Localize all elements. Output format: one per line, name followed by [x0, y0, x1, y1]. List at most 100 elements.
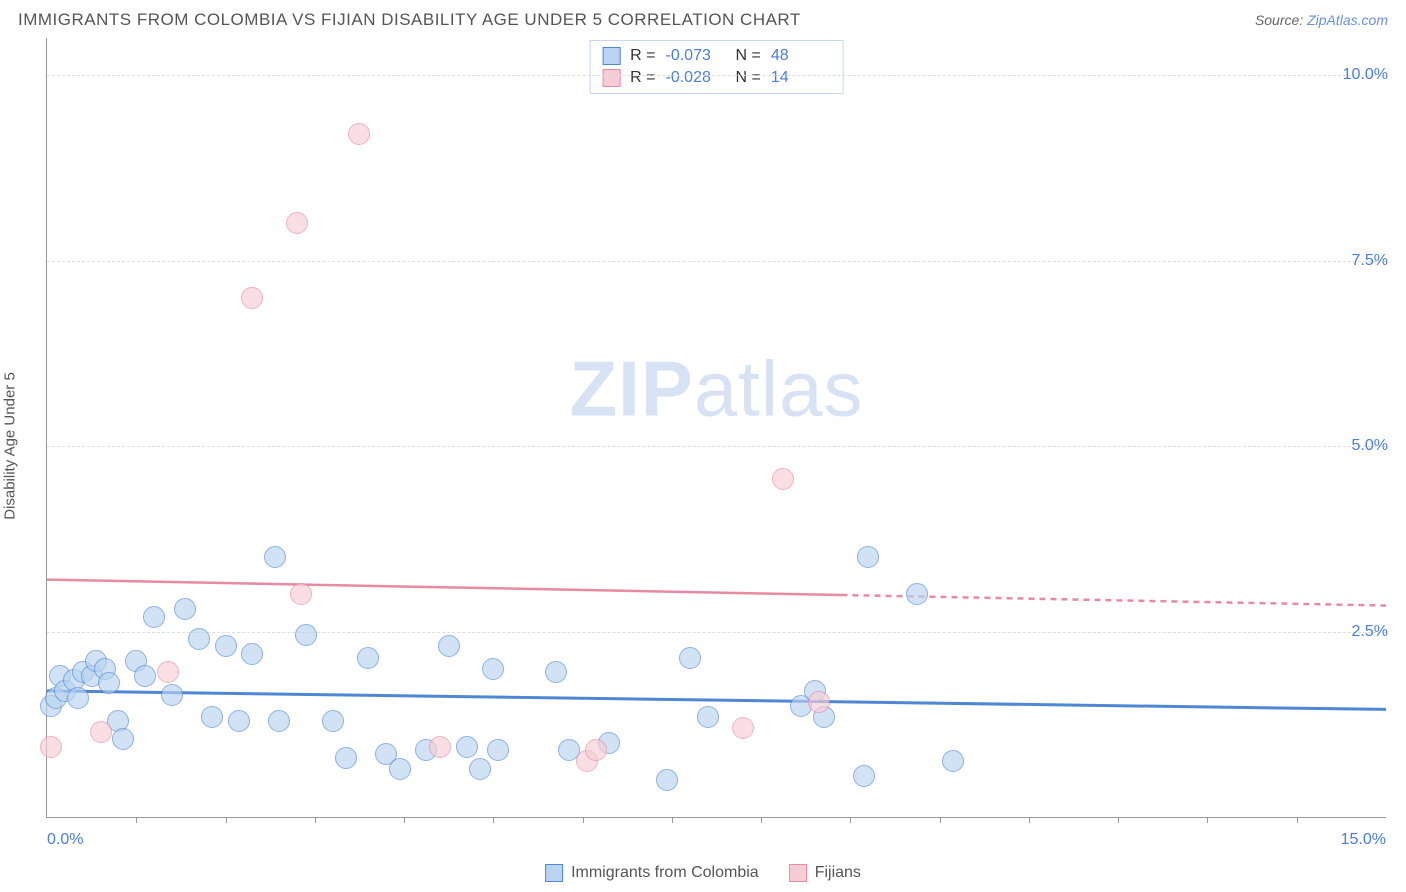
data-point: [90, 721, 112, 743]
legend-stat-row: R = -0.073 N = 48: [602, 45, 831, 67]
legend-R-label: R =: [630, 45, 655, 67]
data-point: [853, 765, 875, 787]
data-point: [808, 691, 830, 713]
chart-plot-area: ZIPatlas R =-0.073N =48R =-0.028N =14 0.…: [46, 38, 1386, 818]
data-point: [438, 635, 460, 657]
data-point: [98, 672, 120, 694]
legend-swatch: [602, 69, 620, 87]
data-point: [112, 728, 134, 750]
data-point: [67, 687, 89, 709]
data-point: [161, 684, 183, 706]
x-tick: [226, 817, 227, 823]
y-tick-label: 10.0%: [1343, 66, 1388, 84]
legend-R-label: R =: [630, 67, 655, 89]
data-point: [241, 643, 263, 665]
data-point: [188, 628, 210, 650]
data-point: [322, 710, 344, 732]
legend-N-value: 48: [771, 45, 831, 67]
data-point: [134, 665, 156, 687]
data-point: [264, 546, 286, 568]
data-point: [906, 583, 928, 605]
legend-N-value: 14: [771, 67, 831, 89]
data-point: [697, 706, 719, 728]
x-tick: [850, 817, 851, 823]
data-point: [357, 647, 379, 669]
data-point: [228, 710, 250, 732]
legend-N-label: N =: [736, 67, 761, 89]
x-tick: [1207, 817, 1208, 823]
legend-series: Immigrants from Colombia Fijians: [545, 864, 861, 882]
legend-series-item: Fijians: [789, 864, 861, 882]
source-prefix: Source:: [1255, 12, 1307, 28]
y-tick-label: 5.0%: [1352, 437, 1388, 455]
data-point: [143, 606, 165, 628]
x-tick: [1297, 817, 1298, 823]
legend-R-value: -0.073: [666, 45, 726, 67]
data-point: [290, 583, 312, 605]
data-point: [469, 758, 491, 780]
data-point: [348, 123, 370, 145]
x-axis-max-label: 15.0%: [1341, 831, 1386, 849]
data-point: [241, 287, 263, 309]
trend-line: [47, 691, 1386, 710]
legend-swatch: [602, 47, 620, 65]
data-point: [942, 750, 964, 772]
legend-series-item: Immigrants from Colombia: [545, 864, 759, 882]
data-point: [772, 468, 794, 490]
legend-swatch: [789, 864, 807, 882]
y-axis-label: Disability Age Under 5: [2, 372, 19, 520]
data-point: [286, 212, 308, 234]
x-tick: [940, 817, 941, 823]
data-point: [157, 661, 179, 683]
legend-stats: R = -0.073 N = 48 R = -0.028 N = 14: [589, 40, 844, 94]
data-point: [335, 747, 357, 769]
source-link[interactable]: ZipAtlas.com: [1307, 12, 1388, 28]
legend-N-label: N =: [736, 45, 761, 67]
data-point: [389, 758, 411, 780]
legend-swatch: [545, 864, 563, 882]
data-point: [174, 598, 196, 620]
trendlines-svg: [47, 38, 1386, 817]
y-tick-label: 7.5%: [1352, 252, 1388, 270]
x-tick: [1118, 817, 1119, 823]
x-tick: [672, 817, 673, 823]
legend-stat-row: R = -0.028 N = 14: [602, 67, 831, 89]
data-point: [487, 739, 509, 761]
data-point: [656, 769, 678, 791]
data-point: [201, 706, 223, 728]
x-tick: [136, 817, 137, 823]
x-axis-min-label: 0.0%: [47, 831, 83, 849]
gridline: [47, 75, 1386, 76]
watermark: ZIPatlas: [569, 343, 863, 434]
gridline: [47, 446, 1386, 447]
data-point: [295, 624, 317, 646]
data-point: [215, 635, 237, 657]
x-tick: [404, 817, 405, 823]
data-point: [732, 717, 754, 739]
watermark-light: atlas: [694, 344, 864, 432]
x-tick: [1029, 817, 1030, 823]
x-tick: [315, 817, 316, 823]
data-point: [482, 658, 504, 680]
watermark-bold: ZIP: [569, 344, 693, 432]
x-tick: [761, 817, 762, 823]
gridline: [47, 261, 1386, 262]
data-point: [545, 661, 567, 683]
data-point: [40, 736, 62, 758]
legend-R-value: -0.028: [666, 67, 726, 89]
data-point: [679, 647, 701, 669]
y-tick-label: 2.5%: [1352, 623, 1388, 641]
gridline: [47, 632, 1386, 633]
chart-title: IMMIGRANTS FROM COLOMBIA VS FIJIAN DISAB…: [18, 10, 801, 30]
x-tick: [583, 817, 584, 823]
legend-series-label: Fijians: [815, 864, 861, 882]
data-point: [429, 736, 451, 758]
data-point: [456, 736, 478, 758]
data-point: [585, 739, 607, 761]
source-attribution: Source: ZipAtlas.com: [1255, 12, 1388, 28]
legend-series-label: Immigrants from Colombia: [571, 864, 759, 882]
trend-line: [47, 580, 841, 595]
x-tick: [493, 817, 494, 823]
data-point: [857, 546, 879, 568]
data-point: [268, 710, 290, 732]
